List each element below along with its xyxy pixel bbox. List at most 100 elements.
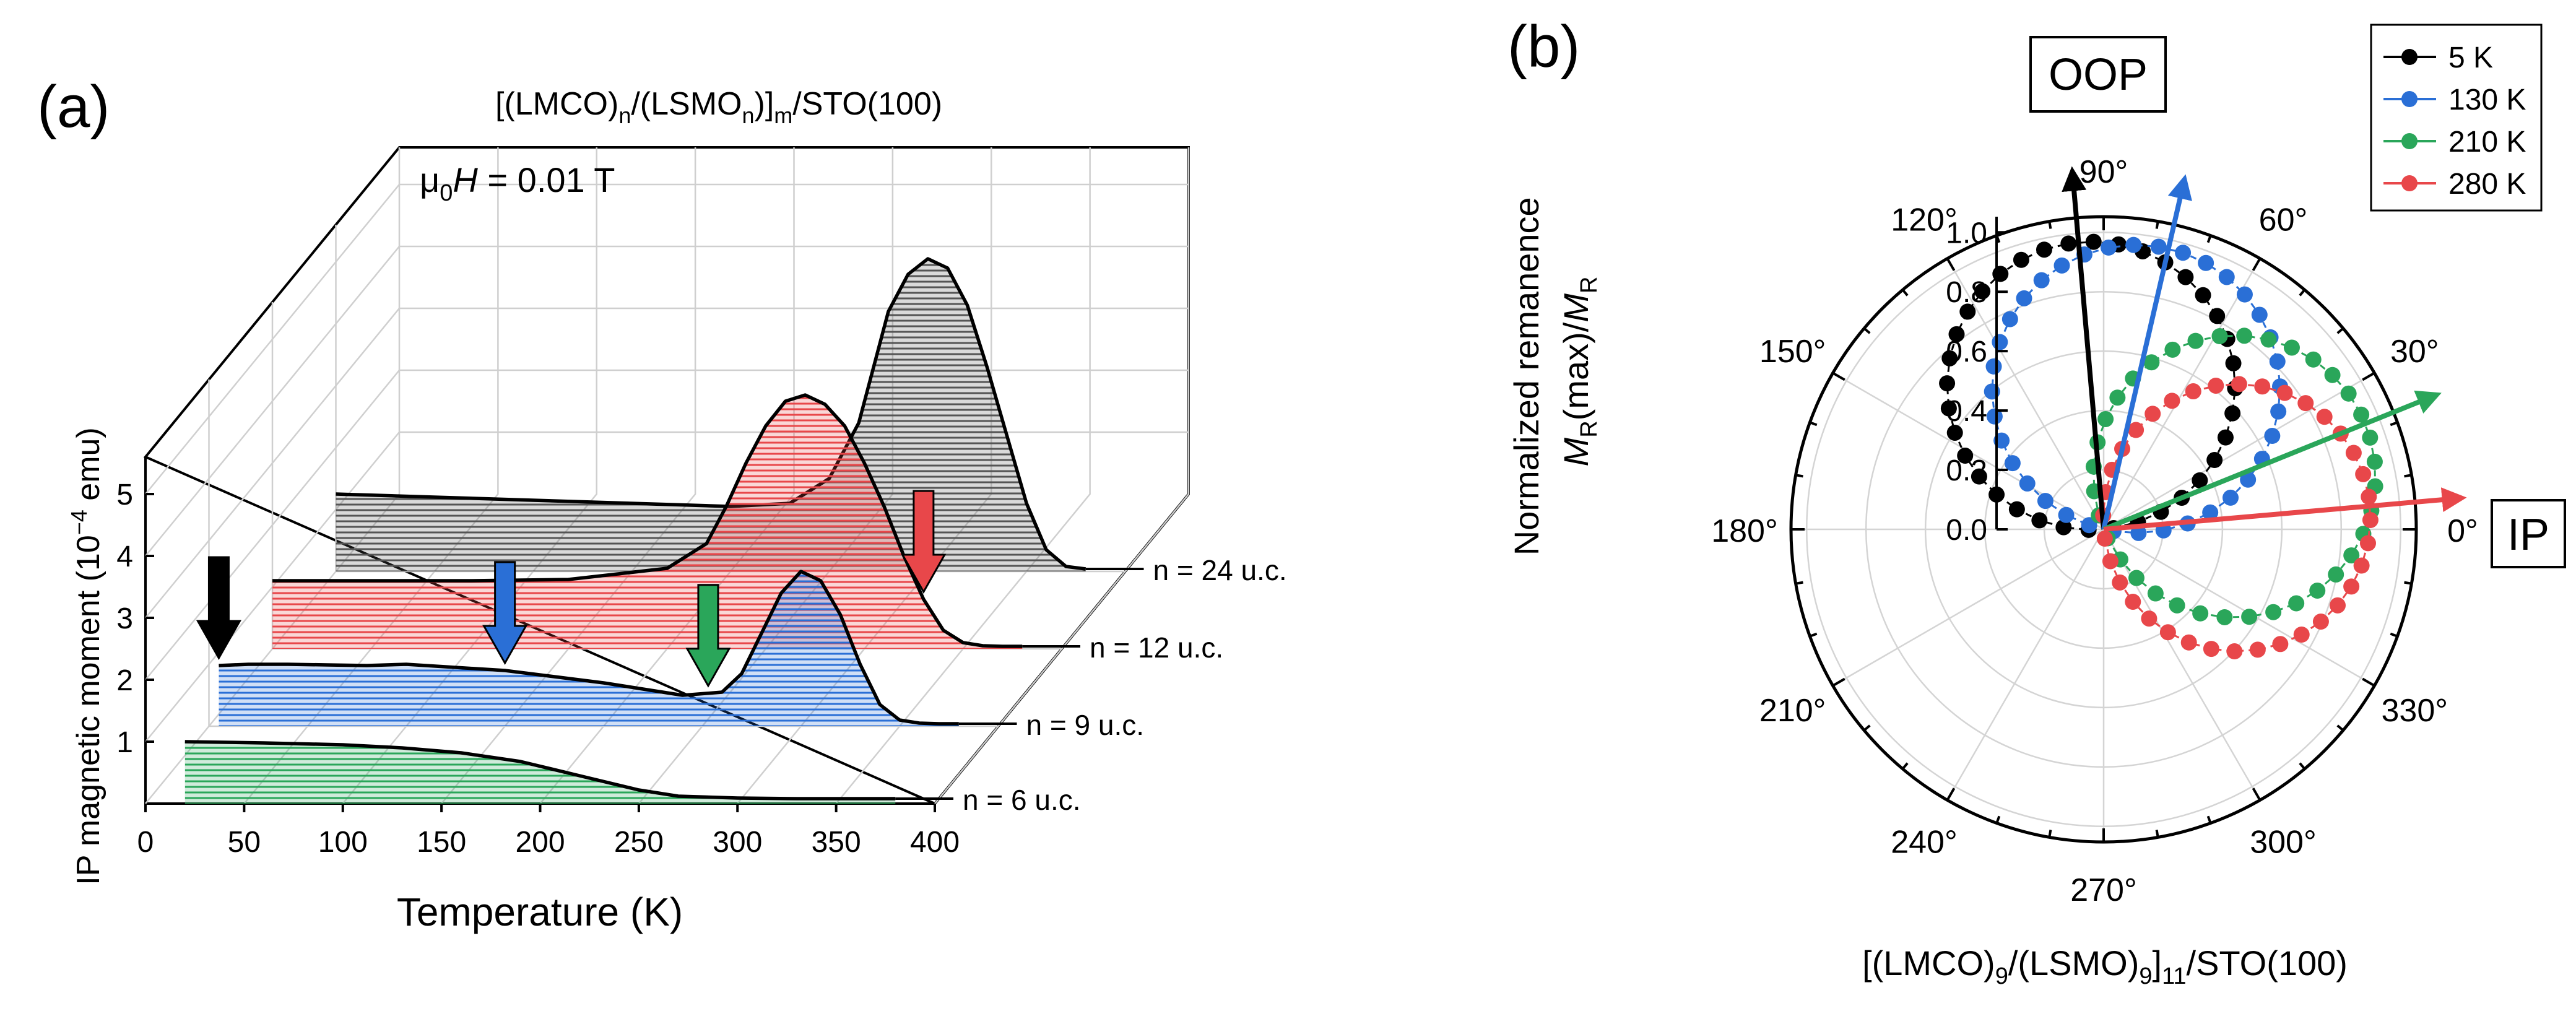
polar-data-point <box>2060 235 2077 252</box>
polar-tick <box>2390 421 2398 427</box>
polar-data-point <box>2283 339 2300 356</box>
polar-tick <box>2252 788 2262 801</box>
legend-item: 130 K <box>2383 84 2526 116</box>
angle-label: 330° <box>2382 693 2448 729</box>
polar-data-point <box>2058 506 2075 523</box>
polar-tick <box>1832 371 1845 381</box>
polar-data-point <box>2222 489 2239 506</box>
polar-tick <box>1809 632 1818 638</box>
polar-data-point <box>2008 501 2025 518</box>
polar-data-point <box>1992 334 2008 350</box>
polar-data-point <box>2345 445 2362 461</box>
polar-data-point <box>1992 266 2009 282</box>
polar-data-point <box>1957 448 1974 464</box>
polar-data-point <box>2128 570 2144 586</box>
x-axis-label: Temperature (K) <box>397 890 683 934</box>
legend-label: 280 K <box>2448 168 2526 201</box>
polar-tick <box>2206 235 2212 243</box>
y-axis-label: IP magnetic moment (10−4 emu) <box>66 427 106 885</box>
polar-data-point <box>2361 488 2377 505</box>
polar-tick <box>1863 327 1871 334</box>
radial-tick-label: 0.4 <box>1946 395 1987 428</box>
series-n-6-u-c- <box>184 740 953 804</box>
polar-tick <box>1809 421 1818 427</box>
polar-tick <box>2048 830 2052 838</box>
polar-tick <box>2336 327 2344 334</box>
polar-grid-spoke <box>2103 528 2375 687</box>
radial-tick-label: 0.8 <box>1946 276 1987 309</box>
polar-data-point <box>1985 358 2002 375</box>
polar-data-point <box>2055 519 2072 536</box>
polar-data-point <box>2329 597 2346 614</box>
polar-data-point <box>2264 428 2281 445</box>
polar-data-point <box>2164 341 2181 358</box>
polar-data-point <box>2209 308 2226 324</box>
y-axis-ticks: 1 2 3 4 5 <box>116 479 154 759</box>
polar-data-point <box>2265 604 2282 620</box>
x-tick-label: 200 <box>515 826 565 859</box>
easy-axis-arrow <box>2102 390 2442 532</box>
polar-data-point <box>2192 472 2208 488</box>
polar-grid-spoke <box>2102 529 2261 801</box>
polar-tick <box>2206 815 2212 824</box>
polar-arrows <box>2062 166 2467 532</box>
polar-data-point <box>2218 269 2235 285</box>
polar-tick <box>2362 677 2375 687</box>
polar-data-point <box>2177 269 2194 285</box>
polar-data-point <box>2236 286 2253 303</box>
polar-data-point <box>2097 410 2114 427</box>
polar-data-point <box>2013 251 2029 268</box>
polar-series-280-k <box>2095 376 2379 660</box>
polar-tick <box>1995 815 2001 824</box>
polar-data-point <box>2109 389 2126 406</box>
polar-data-point <box>2312 613 2329 630</box>
polar-tick <box>1863 724 1871 732</box>
polar-data-point <box>2226 643 2243 660</box>
polar-data-point <box>2343 547 2360 564</box>
polar-data-point <box>2031 512 2048 529</box>
polar-grid-spoke <box>2102 258 2261 530</box>
series-label: n = 12 u.c. <box>1090 631 1223 664</box>
angle-label: 300° <box>2250 824 2317 860</box>
polar-tick <box>2299 289 2306 297</box>
svg-text:OOP: OOP <box>2049 50 2148 100</box>
polar-data-point <box>2198 254 2214 271</box>
x-tick-label: 400 <box>910 826 960 859</box>
grid-line-x <box>934 147 1190 804</box>
x-tick-label: 300 <box>713 826 762 859</box>
polar-grid-spoke <box>1946 529 2105 801</box>
polar-data-point <box>2324 367 2341 383</box>
polar-data-point <box>2240 471 2257 488</box>
polar-data-point <box>2096 530 2113 547</box>
series-labels: n = 24 u.c. n = 12 u.c. n = 9 u.c. n = 6 u.… <box>963 554 1287 816</box>
legend-item: 210 K <box>2383 126 2526 158</box>
grid-line-x <box>835 147 1091 804</box>
polar-data-point <box>1946 424 1963 441</box>
easy-axis-arrow <box>2103 487 2467 532</box>
angle-label: 180° <box>1711 513 1778 549</box>
polar-data-point <box>2164 393 2180 409</box>
legend-item: 5 K <box>2383 41 2493 74</box>
polar-data-point <box>2016 290 2032 306</box>
polar-data-point <box>2254 378 2271 395</box>
polar-tick <box>1946 258 1956 271</box>
grid-line-x <box>243 147 499 804</box>
grid-line-y <box>145 307 1189 618</box>
field-annotation: μ0H = 0.01 T <box>420 160 615 206</box>
polar-data-point <box>2141 610 2158 627</box>
polar-data-point <box>2169 597 2185 614</box>
polar-data-point <box>2180 634 2197 651</box>
polar-data-point <box>2269 353 2286 370</box>
polar-tick <box>2362 371 2375 381</box>
polar-tick <box>1832 677 1845 687</box>
series-group <box>184 257 1144 804</box>
legend-item: 280 K <box>2383 168 2526 201</box>
polar-data-point <box>2192 605 2209 622</box>
x-tick-label: 50 <box>228 826 261 859</box>
polar-data-point <box>2355 466 2372 482</box>
grid-line-y <box>145 183 1189 495</box>
panel-b: (b) 0° 30° 60° 90° 120° 150° 180° 210° 240° 270° 3… <box>1507 14 2566 989</box>
series-line <box>219 570 959 726</box>
polar-data-point <box>2187 332 2204 349</box>
polar-data-point <box>2100 239 2117 256</box>
